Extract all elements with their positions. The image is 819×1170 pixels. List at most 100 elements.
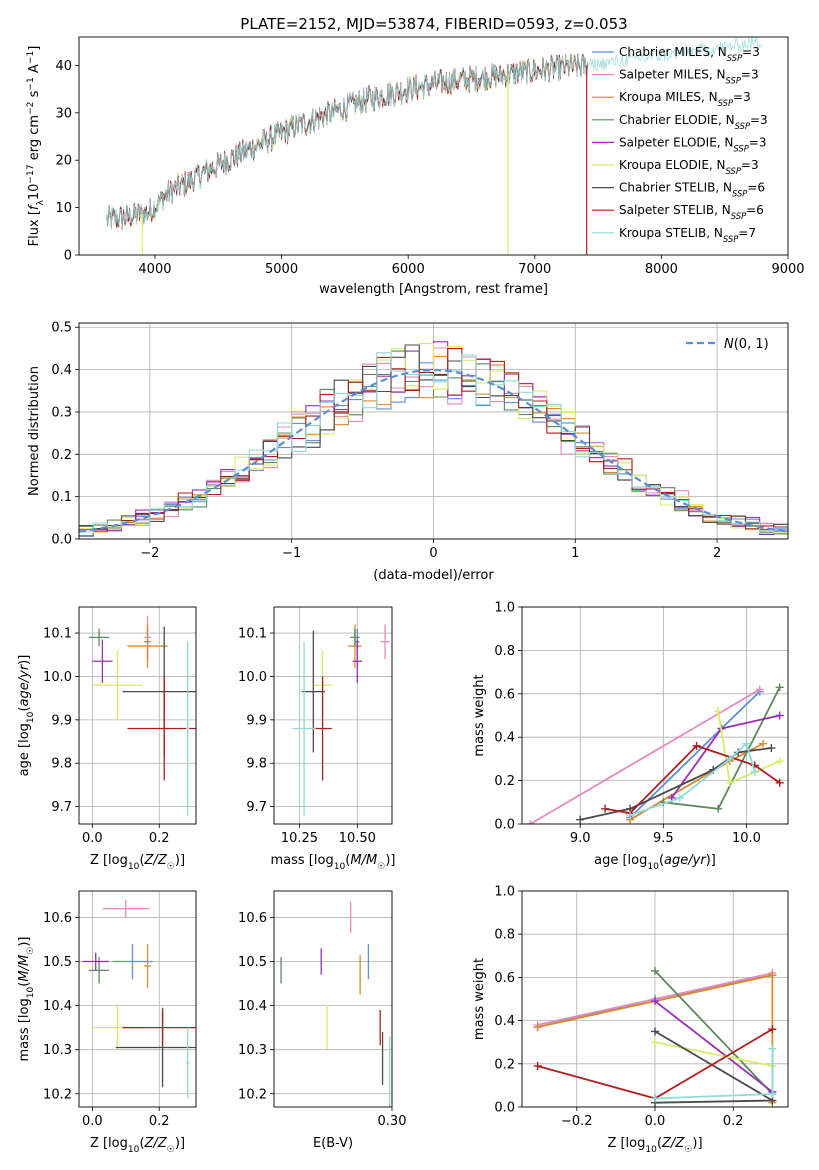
y-tick-label: 0.0 [51, 533, 72, 548]
weights-chabrier-elodie [654, 970, 774, 1095]
marker-kroupa-stelib [742, 739, 751, 748]
y-axis-label: mass [log10(M/M☉)] [17, 937, 36, 1062]
marker-kroupa-stelib [675, 793, 684, 802]
plot-area-weights_vs_age [526, 683, 784, 824]
plot-area-age_vs_mass [292, 624, 390, 816]
errorbar-salpeter-elodie [82, 952, 110, 971]
marker-kroupa-elodie [725, 778, 734, 787]
marker-kroupa-elodie [714, 707, 723, 716]
axes-frame [78, 36, 789, 256]
axes-frame [78, 890, 197, 1108]
marker-kroupa-stelib [725, 754, 734, 763]
x-axis-label: mass [log10(M/M☉)] [271, 853, 396, 872]
x-tick-label: 7000 [518, 262, 551, 277]
y-tick-label: 10.5 [238, 955, 267, 970]
axes-weights_vs_age: 9.0 9.5 10.0 0.0 0.2 0.4 0.6 0.8 1.0 age [log10(a… [472, 601, 789, 872]
errorbar-kroupa-stelib [292, 641, 316, 816]
weights-salpeter-miles [529, 688, 761, 824]
marker-salpeter-miles [755, 685, 764, 694]
weights-kroupa-elodie [654, 1041, 773, 1067]
axes-frame [521, 606, 789, 825]
plot-area-age_vs_Z [89, 615, 196, 816]
y-tick-label: 40 [55, 59, 72, 74]
spectrum-kroupa-stelib [106, 37, 763, 229]
x-tick-label: 0.0 [645, 1114, 666, 1129]
y-axis-label: age [log10(age/yr)] [17, 655, 36, 777]
errorbar-salpeter-miles [380, 624, 390, 660]
x-tick-label: 4000 [138, 262, 171, 277]
x-tick-label: −0.2 [561, 1114, 593, 1129]
plots-layer: 4000 5000 6000 7000 8000 9000010203040wavelen… [17, 36, 805, 1155]
legend-label-salpeter-miles: Salpeter MILES, NSSP=3 [619, 68, 759, 86]
legend-label-salpeter-stelib: Salpeter STELIB, NSSP=6 [619, 203, 764, 221]
normal-curve [79, 368, 786, 533]
y-tick-label: 10 [55, 201, 72, 216]
y-tick-label: 10.3 [238, 1043, 267, 1058]
marker-salpeter-stelib [775, 778, 784, 787]
x-tick-label: 0.2 [149, 1114, 170, 1129]
y-tick-label: 10.2 [43, 1087, 72, 1102]
marker-kroupa-elodie [775, 757, 784, 766]
marker-kroupa-stelib [768, 1090, 777, 1099]
errorbar-chabrier-elodie [89, 628, 110, 647]
marker-salpeter-miles [526, 820, 535, 824]
y-tick-label: 20 [55, 154, 72, 169]
y-tick-label: 10.6 [238, 911, 267, 926]
x-axis-label: Z [log10(Z/Z☉)] [90, 853, 185, 872]
marker-kroupa-miles [768, 971, 777, 980]
axes-frame [78, 606, 197, 825]
errorbar-chabrier-elodie [350, 628, 360, 647]
errorbar-salpeter-elodie [352, 639, 362, 683]
axes-mass_vs_ebv: 0.30 10.2 10.3 10.4 10.5 10.6 E(B-V) [238, 890, 406, 1151]
plot-area-mass_vs_Z [82, 899, 196, 1099]
x-tick-label: 0.0 [82, 831, 103, 846]
errorbar-chabrier-stelib [301, 630, 325, 753]
y-tick-label: 10.1 [43, 627, 72, 642]
y-tick-label: 10.4 [43, 999, 72, 1014]
y-tick-label: 9.8 [51, 757, 72, 772]
y-tick-label: 10.0 [43, 670, 72, 685]
errorbar-salpeter-elodie [92, 639, 113, 683]
y-tick-label: 10.3 [43, 1043, 72, 1058]
y-tick-label: 10.6 [43, 911, 72, 926]
x-tick-label: 0.2 [149, 831, 170, 846]
errorbar-kroupa-stelib [185, 641, 190, 816]
x-axis-label: Z [log10(Z/Z☉)] [90, 1136, 185, 1155]
x-tick-label: 0 [429, 546, 437, 561]
marker-kroupa-miles [759, 739, 768, 748]
axes-weights_vs_Z: −0.2 0.0 0.2 0.0 0.2 0.4 0.6 0.8 1.0 Z [log10(Z/Z… [472, 885, 789, 1155]
x-tick-label: 8000 [645, 262, 678, 277]
y-tick-label: 9.7 [51, 800, 72, 815]
x-axis-label: E(B-V) [313, 1136, 353, 1151]
y-tick-label: 1.0 [494, 601, 515, 616]
x-tick-label: 9.0 [570, 831, 591, 846]
y-tick-label: 0.5 [51, 321, 72, 336]
axes-residuals: −2 −1 0 1 2 0.0 0.1 0.2 0.3 0.4 0.5 (data-model)/er… [27, 321, 789, 583]
y-tick-label: 9.7 [246, 800, 267, 815]
marker-chabrier-stelib [767, 744, 776, 753]
x-axis-label: age [log10(age/yr)] [594, 853, 716, 872]
marker-salpeter-stelib [768, 1025, 777, 1034]
x-tick-label: −1 [282, 546, 301, 561]
errorbar-salpeter-stelib [122, 1010, 196, 1046]
axes-age_vs_Z: 0.0 0.2 9.7 9.8 9.9 10.0 10.1 Z [log10(Z/Z☉)] ag… [17, 606, 197, 872]
x-axis-label: wavelength [Angstrom, rest frame] [319, 282, 548, 297]
marker-salpeter-stelib [692, 741, 701, 750]
y-tick-label: 9.9 [246, 713, 267, 728]
marker-kroupa-stelib [768, 1044, 777, 1053]
x-tick-label: −2 [140, 546, 159, 561]
y-tick-label: 9.9 [51, 713, 72, 728]
axes-frame [273, 890, 393, 1108]
axes-mass_vs_Z: 0.0 0.2 10.2 10.3 10.4 10.5 10.6 Z [log10(Z/Z☉)… [17, 890, 197, 1155]
marker-chabrier-elodie [775, 683, 784, 692]
y-tick-label: 0.1 [51, 490, 72, 505]
legend-label-chabrier-miles: Chabrier MILES, NSSP=3 [619, 45, 760, 63]
x-tick-label: 10.25 [281, 831, 318, 846]
y-tick-label: 0.6 [494, 971, 515, 986]
errorbar-kroupa-stelib [185, 1027, 190, 1099]
y-tick-label: 0 [64, 249, 72, 264]
marker-kroupa-stelib [626, 811, 635, 820]
x-tick-label: 0.2 [723, 1114, 744, 1129]
x-axis-label: Z [log10(Z/Z☉)] [607, 1136, 702, 1155]
